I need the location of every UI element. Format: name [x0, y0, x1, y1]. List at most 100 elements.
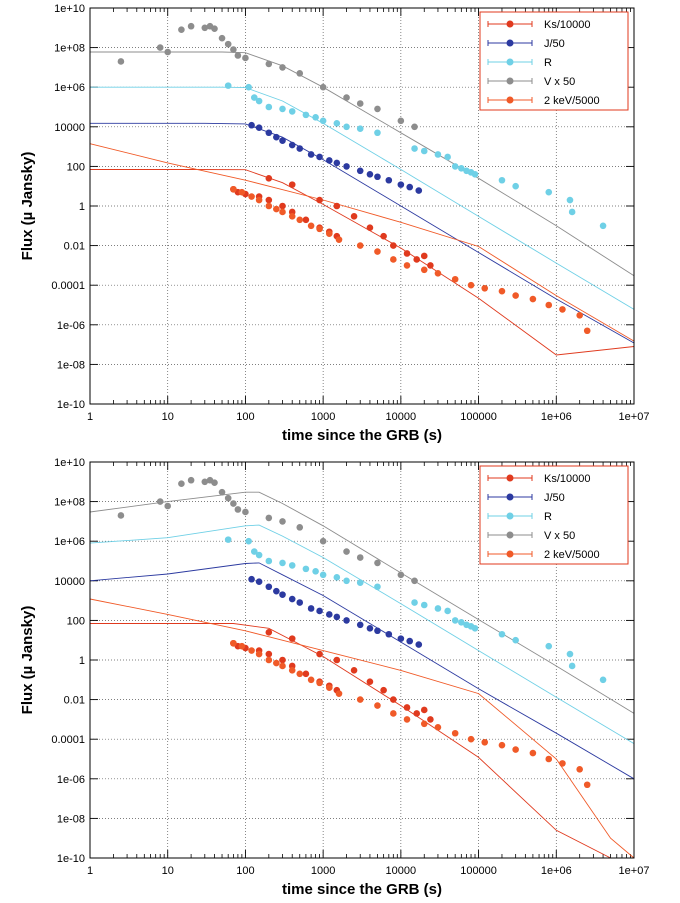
data-point [242, 508, 249, 516]
data-point [374, 105, 381, 113]
y-tick-label: 1 [79, 655, 85, 667]
data-point [312, 568, 319, 575]
data-point [279, 559, 286, 567]
data-point [451, 729, 459, 737]
data-point [302, 216, 310, 224]
data-point [434, 151, 442, 158]
top-plot-panel: 1 10 100 1000 10000 100000 1e+06 1e+07 1e-10 1e-0… [19, 3, 649, 444]
y-tick-label: 1e+10 [54, 3, 85, 15]
x-tick-label: 100 [236, 865, 254, 877]
data-point [288, 562, 296, 569]
data-point [374, 559, 381, 567]
x-tick-label: 10000 [386, 411, 417, 423]
data-point [380, 232, 387, 240]
data-point [224, 494, 232, 502]
legend-entry-label: Ks/10000 [544, 19, 590, 31]
data-point [333, 613, 341, 621]
data-point [187, 476, 195, 484]
data-point [545, 301, 553, 309]
data-point [325, 611, 333, 618]
data-point [288, 181, 296, 188]
x-tick-label: 100 [236, 411, 254, 423]
data-point [164, 502, 172, 510]
data-point [307, 605, 315, 612]
data-point [255, 124, 263, 132]
data-point [316, 225, 323, 233]
data-point [230, 500, 237, 507]
x-tick-label: 1000 [311, 865, 335, 877]
data-point [319, 83, 327, 91]
data-point [117, 58, 125, 65]
data-point [279, 208, 286, 216]
legend-box [479, 11, 629, 111]
data-point [451, 617, 459, 624]
y-tick-label: 1e-10 [57, 399, 85, 411]
data-point [599, 222, 607, 230]
data-point [248, 575, 255, 583]
data-point [288, 213, 296, 220]
data-point [218, 34, 226, 42]
data-point [529, 749, 537, 757]
data-point [568, 662, 576, 670]
data-point [411, 599, 418, 606]
data-point [279, 662, 286, 670]
data-point [350, 213, 358, 220]
data-point [273, 205, 280, 213]
data-point [335, 690, 343, 697]
x-tick-label: 100000 [460, 865, 497, 877]
data-point [242, 54, 249, 62]
data-point [390, 256, 397, 263]
data-point [288, 108, 296, 115]
data-point [279, 656, 286, 664]
data-point [366, 170, 374, 178]
data-point [390, 242, 397, 249]
data-point [224, 536, 232, 543]
data-point [265, 557, 273, 565]
data-point [434, 269, 442, 277]
x-tick-label: 1 [87, 411, 93, 423]
plot-frame [89, 461, 635, 859]
y-tick-label: 1e+06 [54, 536, 85, 548]
data-point [481, 738, 489, 746]
data-point [356, 167, 364, 175]
data-point [307, 222, 315, 230]
data-point [316, 607, 323, 615]
data-point [248, 121, 255, 129]
legend-swatch-marker [506, 550, 514, 558]
y-axis-label: Flux (µ Jansky) [19, 606, 36, 715]
data-point [411, 145, 418, 152]
data-point [467, 735, 475, 743]
data-point [265, 629, 273, 636]
model-curve [90, 169, 635, 356]
legend-entry-label: J/50 [544, 492, 565, 504]
data-point [583, 781, 591, 789]
data-point [343, 548, 350, 555]
data-point [279, 105, 286, 113]
data-point [296, 216, 304, 224]
data-point [545, 188, 553, 196]
data-point [545, 755, 553, 763]
data-point [255, 578, 263, 586]
data-point [406, 183, 414, 191]
y-tick-label: 1e+08 [54, 43, 85, 55]
data-point [234, 52, 242, 59]
legend-swatch-marker [506, 96, 514, 104]
y-tick-label: 1e-08 [57, 813, 85, 825]
y-tick-label: 1e-06 [57, 774, 85, 786]
data-point [288, 635, 296, 642]
data-point [356, 579, 364, 587]
data-point [374, 248, 381, 255]
data-point [390, 696, 397, 703]
data-point [218, 488, 226, 496]
data-point [230, 639, 237, 647]
data-point [380, 686, 387, 694]
data-point [230, 46, 237, 53]
data-point [471, 170, 479, 178]
data-point [296, 145, 304, 152]
x-tick-label: 1000 [311, 411, 335, 423]
data-point [403, 250, 411, 257]
x-tick-label: 1e+07 [619, 865, 650, 877]
data-point [397, 571, 405, 579]
data-point [265, 196, 273, 204]
legend-entry-label: Ks/10000 [544, 473, 590, 485]
